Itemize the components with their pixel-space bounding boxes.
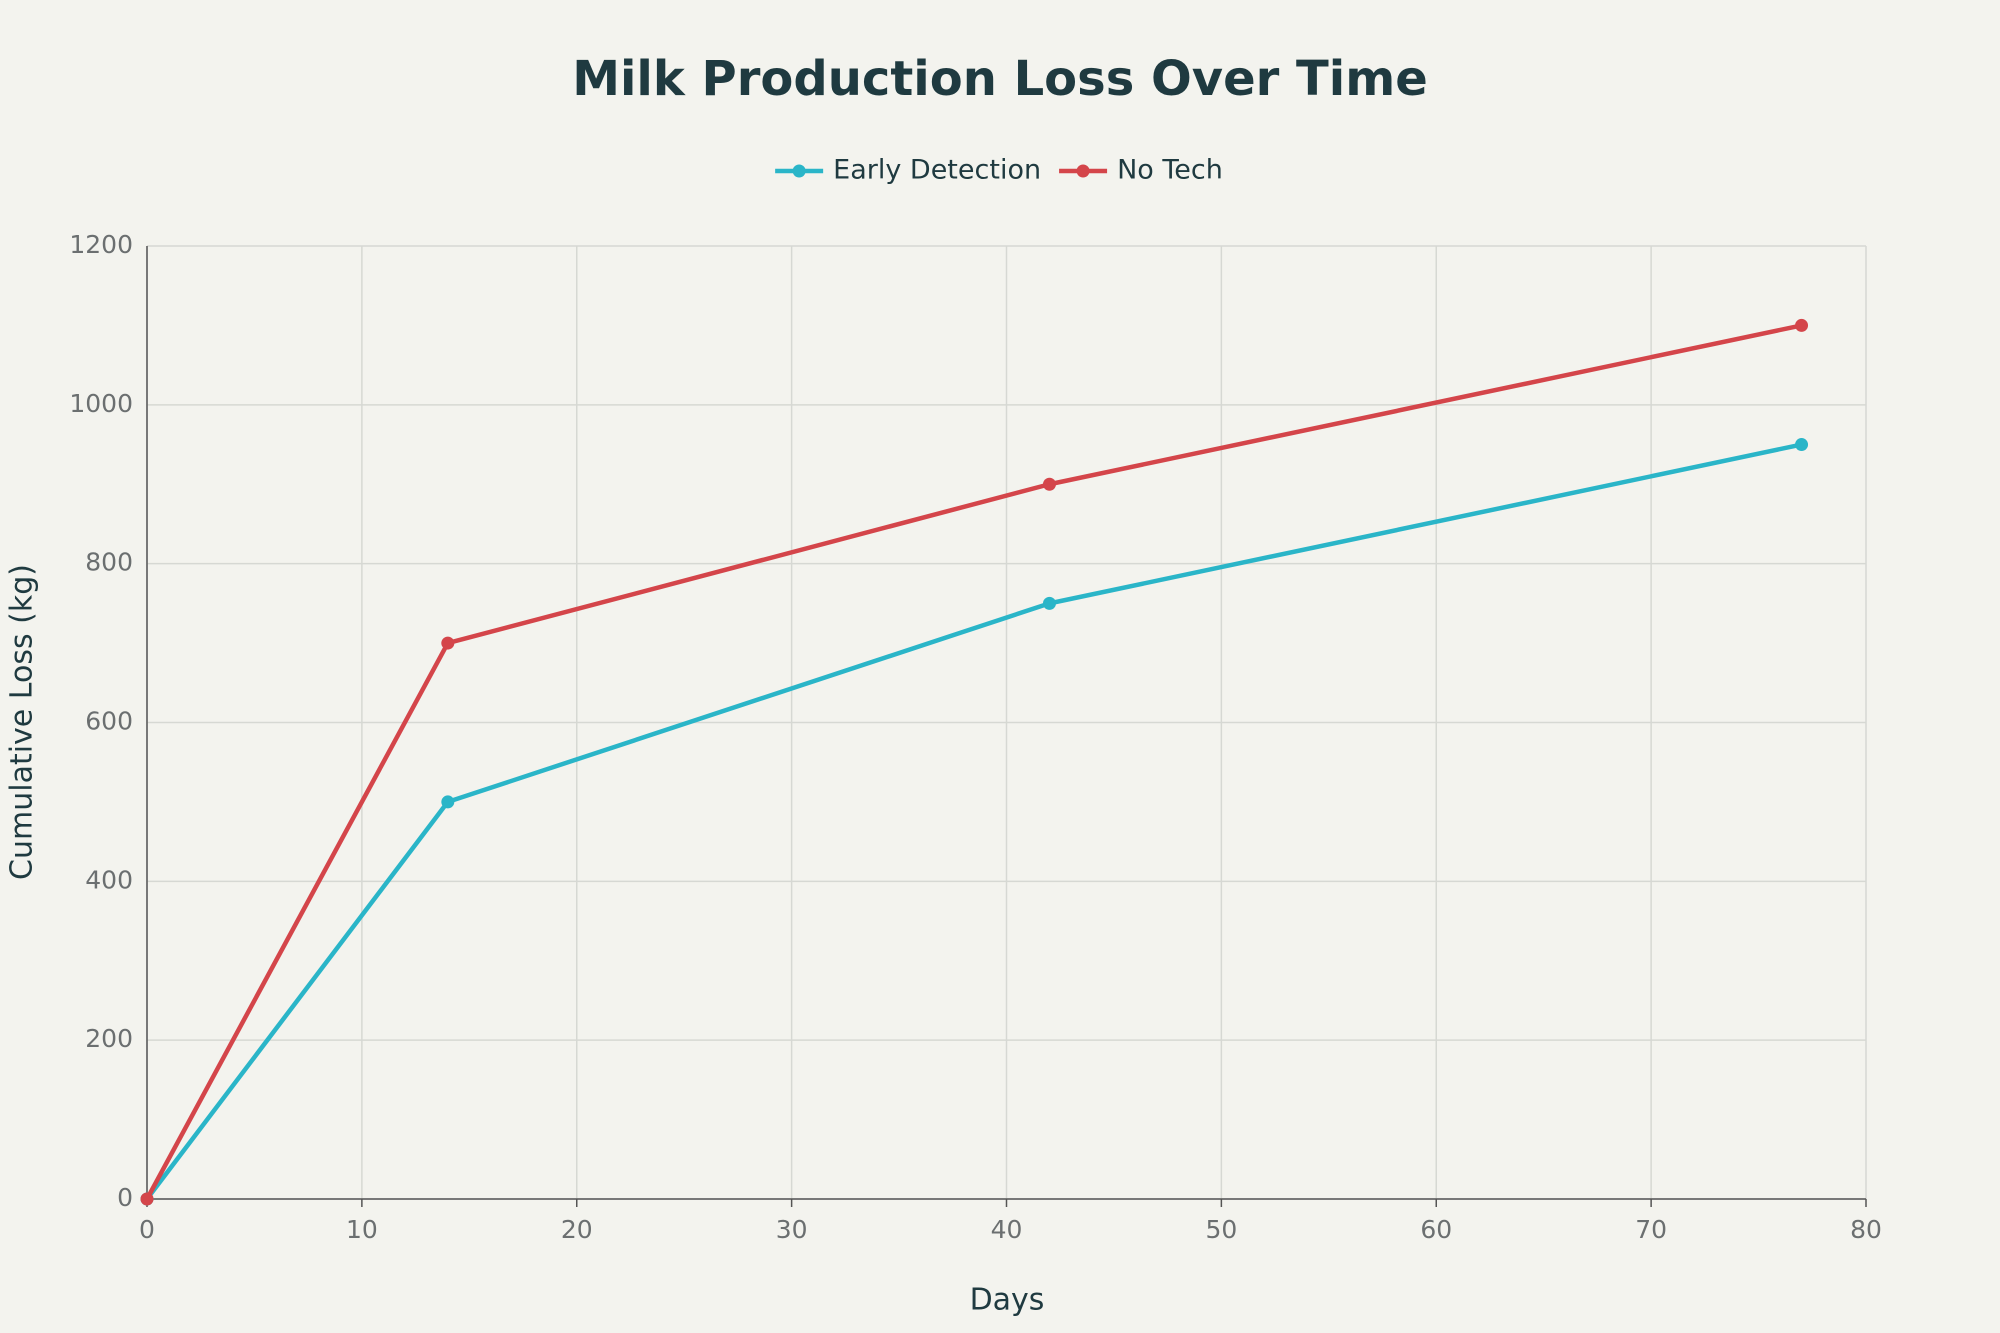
data-point bbox=[441, 636, 455, 650]
x-tick-label: 70 bbox=[1635, 1215, 1667, 1244]
y-tick-label: 0 bbox=[117, 1183, 133, 1212]
y-tick-label: 200 bbox=[85, 1024, 133, 1053]
y-tick-label: 1000 bbox=[69, 389, 133, 418]
x-tick-label: 30 bbox=[776, 1215, 808, 1244]
y-tick-label: 600 bbox=[85, 707, 133, 736]
data-point bbox=[1795, 318, 1809, 332]
data-point bbox=[140, 1192, 154, 1206]
x-tick-label: 20 bbox=[561, 1215, 593, 1244]
data-point bbox=[441, 795, 455, 809]
legend-marker bbox=[792, 164, 806, 178]
y-tick-label: 800 bbox=[85, 548, 133, 577]
x-tick-label: 10 bbox=[346, 1215, 378, 1244]
x-tick-label: 40 bbox=[991, 1215, 1023, 1244]
legend-marker bbox=[1076, 164, 1090, 178]
y-axis-label: Cumulative Loss (kg) bbox=[5, 564, 40, 880]
data-point bbox=[1042, 477, 1056, 491]
data-point bbox=[1042, 596, 1056, 610]
y-tick-label: 1200 bbox=[69, 230, 133, 259]
data-point bbox=[1795, 438, 1809, 452]
y-tick-label: 400 bbox=[85, 865, 133, 894]
x-tick-label: 0 bbox=[139, 1215, 155, 1244]
series-line bbox=[145, 323, 1803, 1201]
legend-label: Early Detection bbox=[833, 155, 1041, 186]
x-tick-label: 80 bbox=[1850, 1215, 1882, 1244]
x-axis-label: Days bbox=[970, 1283, 1045, 1318]
chart-title: Milk Production Loss Over Time bbox=[572, 51, 1428, 107]
x-tick-label: 60 bbox=[1420, 1215, 1452, 1244]
x-tick-label: 50 bbox=[1205, 1215, 1237, 1244]
legend-label: No Tech bbox=[1117, 155, 1223, 186]
series-line bbox=[145, 442, 1803, 1201]
